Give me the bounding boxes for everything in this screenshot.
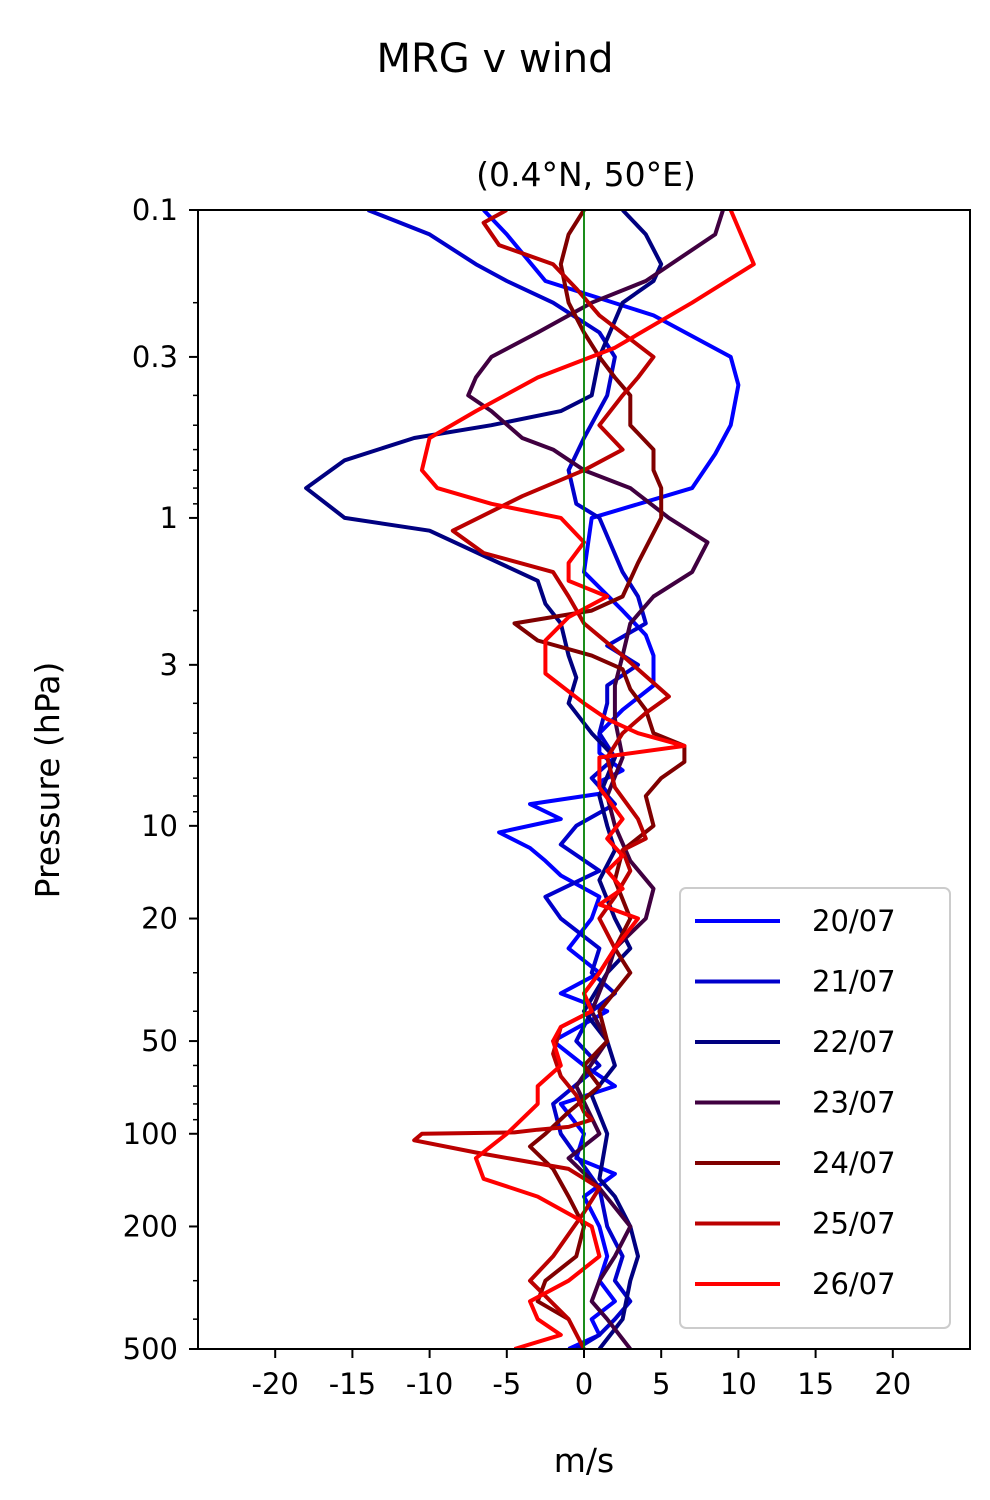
y-tick-label: 0.1 xyxy=(132,193,178,227)
legend-label: 20/07 xyxy=(812,904,896,938)
y-tick-label: 100 xyxy=(123,1117,178,1151)
x-tick-label: -10 xyxy=(406,1367,453,1401)
x-axis-label: m/s xyxy=(554,1441,614,1480)
legend-label: 21/07 xyxy=(812,965,896,999)
y-tick-label: 500 xyxy=(123,1332,178,1366)
x-tick-label: 15 xyxy=(797,1367,834,1401)
series-line-3 xyxy=(304,210,664,1349)
y-axis-label: Pressure (hPa) xyxy=(28,662,67,899)
legend-label: 23/07 xyxy=(812,1086,896,1120)
chart-title: MRG v wind xyxy=(377,36,614,82)
series-line-6 xyxy=(412,210,671,1349)
x-tick-label: -15 xyxy=(329,1367,376,1401)
x-tick-label: -5 xyxy=(492,1367,521,1401)
y-tick-label: 10 xyxy=(141,809,178,843)
y-tick-label: 200 xyxy=(123,1209,178,1243)
y-axis-ticks: 0.1 0.3 1 3 10 20 50 100 200 500 xyxy=(123,193,198,1366)
x-tick-label: 0 xyxy=(575,1367,593,1401)
legend-label: 24/07 xyxy=(812,1146,896,1180)
legend-label: 25/07 xyxy=(812,1207,896,1241)
y-tick-label: 0.3 xyxy=(132,340,178,374)
x-axis-ticks: -20 -15 -10 -5 0 5 10 15 20 xyxy=(252,1349,911,1401)
legend-label: 22/07 xyxy=(812,1025,896,1059)
legend: 20/07 21/07 22/07 23/07 24/07 25/07 26/07 xyxy=(679,887,951,1329)
series-line-1 xyxy=(482,210,741,1349)
y-tick-label: 20 xyxy=(141,902,178,936)
y-tick-label: 50 xyxy=(141,1024,178,1058)
x-tick-label: -20 xyxy=(252,1367,299,1401)
x-tick-label: 20 xyxy=(874,1367,911,1401)
y-tick-label: 3 xyxy=(160,648,178,682)
series-layer xyxy=(304,210,756,1349)
x-tick-label: 5 xyxy=(652,1367,670,1401)
legend-label: 26/07 xyxy=(812,1267,896,1301)
y-tick-label: 1 xyxy=(160,501,178,535)
series-line-7 xyxy=(419,210,756,1349)
chart-subtitle: (0.4°N, 50°E) xyxy=(476,155,696,194)
series-line-4 xyxy=(466,210,725,1349)
x-tick-label: 10 xyxy=(720,1367,757,1401)
